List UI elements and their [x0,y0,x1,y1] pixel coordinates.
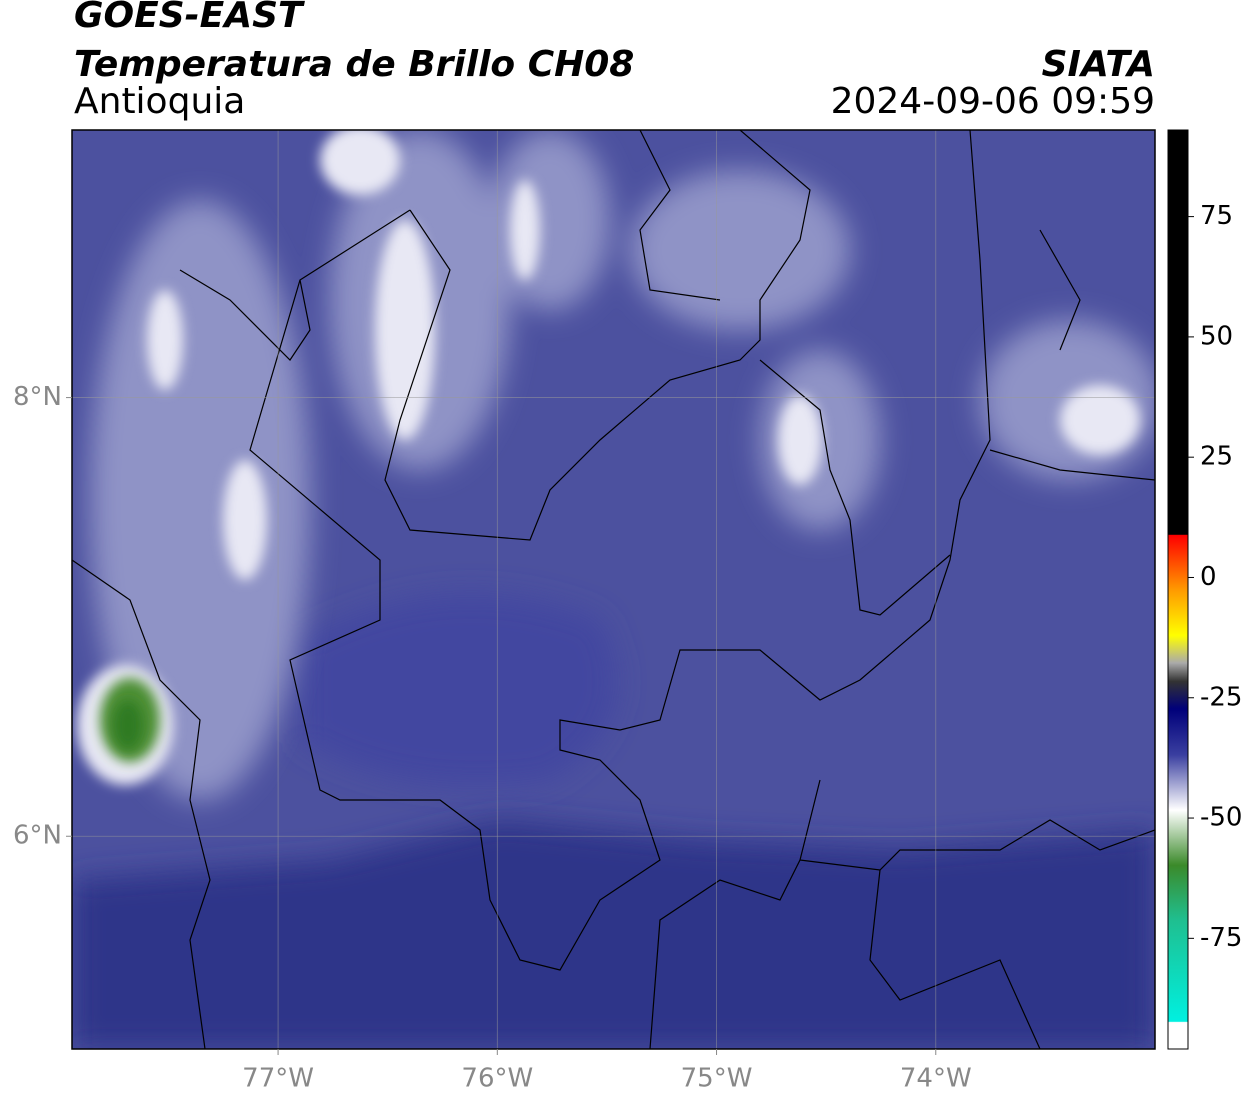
colorbar-tick-label: -50 [1200,803,1242,833]
title: GOES-EAST [74,0,305,36]
colorbar-tick-label: -75 [1200,923,1242,953]
source: SIATA [1042,44,1155,85]
x-tick-label: 74°W [900,1064,972,1094]
grid [72,130,1155,1049]
colorbar-tick-label: 50 [1200,321,1233,351]
y-tick-label: 6°N [13,821,62,851]
x-tick-label: 76°W [461,1064,533,1094]
colorbar-tick-label: 0 [1200,562,1217,592]
datetime: 2024-09-06 09:59 [831,81,1155,122]
map-frame [71,129,1156,1050]
y-tick-label: 8°N [13,382,62,412]
colorbar-tick-label: -25 [1200,682,1242,712]
colorbar-tick-label: 25 [1200,442,1233,472]
subtitle: Temperatura de Brillo CH08 [74,44,634,85]
x-tick-label: 75°W [681,1064,753,1094]
x-tick-label: 77°W [242,1064,314,1094]
map-image [72,130,1155,1049]
colorbar [1167,129,1189,1050]
colorbar-tick-label: 75 [1200,201,1233,231]
region: Antioquia [74,81,245,122]
